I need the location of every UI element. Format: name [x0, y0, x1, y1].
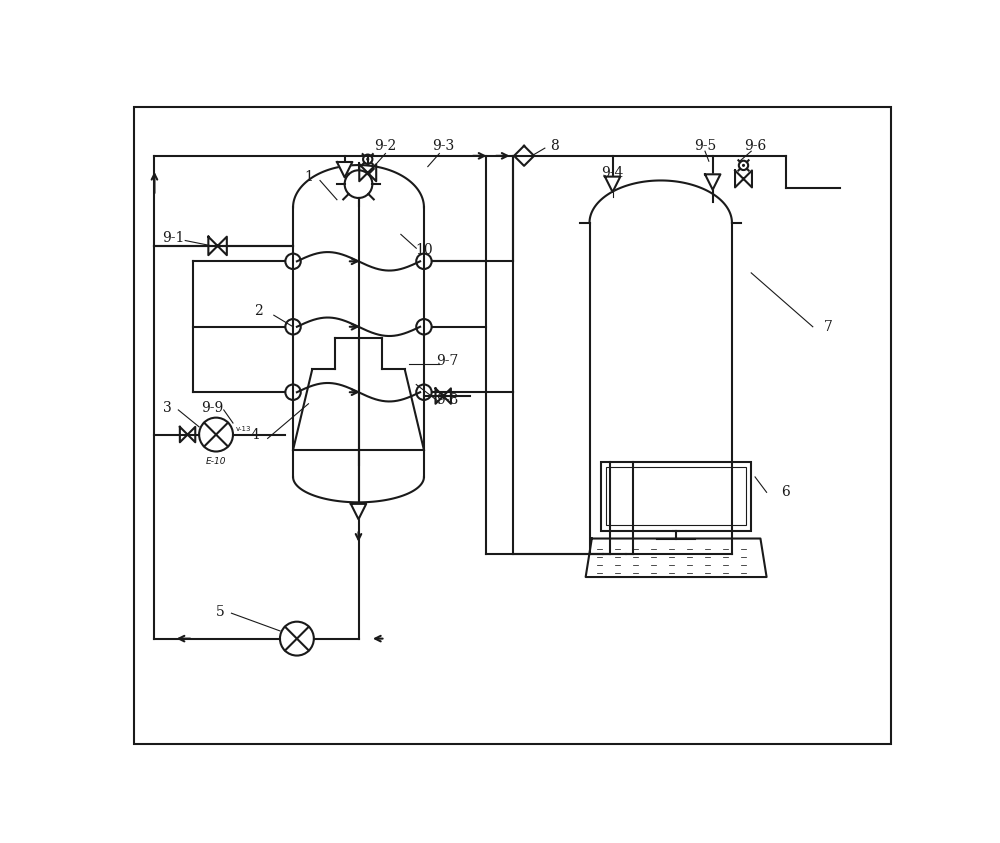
Circle shape: [743, 164, 744, 166]
Text: 3: 3: [163, 400, 172, 415]
Text: 9-3: 9-3: [432, 139, 454, 153]
Text: 9-8: 9-8: [436, 393, 458, 407]
Text: 9-5: 9-5: [694, 139, 716, 153]
Text: 10: 10: [415, 243, 433, 257]
Text: 9-6: 9-6: [744, 139, 766, 153]
Text: v-13: v-13: [236, 426, 252, 432]
Text: 5: 5: [216, 604, 224, 619]
Text: 4: 4: [250, 427, 259, 442]
Text: 9-9: 9-9: [201, 400, 223, 415]
Text: 7: 7: [824, 319, 833, 334]
Bar: [601, 461, 751, 531]
Text: 9-4: 9-4: [601, 166, 624, 180]
Circle shape: [367, 158, 369, 160]
Text: 1: 1: [304, 169, 313, 184]
Text: 2: 2: [254, 304, 263, 319]
Text: 9-2: 9-2: [374, 139, 397, 153]
Bar: [606, 467, 746, 525]
Text: 9-1: 9-1: [163, 231, 185, 245]
Text: E-10: E-10: [206, 457, 226, 466]
Text: 9-7: 9-7: [436, 354, 458, 368]
Polygon shape: [605, 177, 620, 192]
Polygon shape: [351, 504, 366, 519]
Text: 8: 8: [550, 139, 559, 153]
Polygon shape: [705, 175, 720, 190]
Text: 6: 6: [781, 486, 790, 499]
Polygon shape: [337, 162, 352, 177]
